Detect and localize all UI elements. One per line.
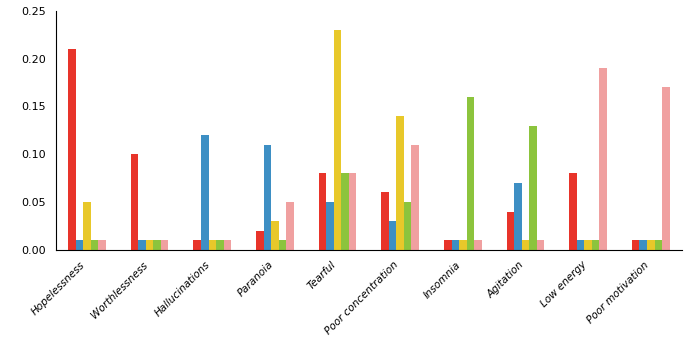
Bar <box>569 174 577 250</box>
Bar <box>278 240 286 250</box>
Bar <box>452 240 459 250</box>
Bar <box>98 240 106 250</box>
Bar <box>599 68 607 250</box>
Bar <box>514 183 522 250</box>
Bar <box>319 174 326 250</box>
Bar <box>68 49 76 250</box>
Bar <box>585 240 592 250</box>
Bar <box>381 192 389 250</box>
Bar <box>326 202 334 250</box>
Bar <box>271 221 278 250</box>
Bar <box>632 240 640 250</box>
Bar <box>444 240 452 250</box>
Bar <box>76 240 84 250</box>
Bar <box>201 135 209 250</box>
Bar <box>256 231 264 250</box>
Bar <box>90 240 98 250</box>
Bar <box>153 240 161 250</box>
Bar <box>286 202 294 250</box>
Bar <box>131 154 139 250</box>
Bar <box>466 97 474 250</box>
Bar <box>592 240 599 250</box>
Bar <box>507 212 514 250</box>
Bar <box>139 240 146 250</box>
Bar <box>537 240 544 250</box>
Bar <box>654 240 662 250</box>
Bar <box>647 240 654 250</box>
Bar <box>640 240 647 250</box>
Bar <box>193 240 201 250</box>
Bar <box>341 174 349 250</box>
Bar <box>264 145 271 250</box>
Bar <box>216 240 223 250</box>
Bar <box>459 240 466 250</box>
Bar <box>397 116 404 250</box>
Bar <box>146 240 153 250</box>
Bar <box>529 126 537 250</box>
Bar <box>209 240 216 250</box>
Bar <box>84 202 90 250</box>
Bar <box>223 240 231 250</box>
Bar <box>334 30 341 250</box>
Bar <box>389 221 397 250</box>
Bar <box>577 240 585 250</box>
Bar <box>349 174 356 250</box>
Bar <box>161 240 168 250</box>
Bar <box>474 240 482 250</box>
Bar <box>411 145 419 250</box>
Bar <box>522 240 529 250</box>
Bar <box>404 202 411 250</box>
Bar <box>662 87 670 250</box>
